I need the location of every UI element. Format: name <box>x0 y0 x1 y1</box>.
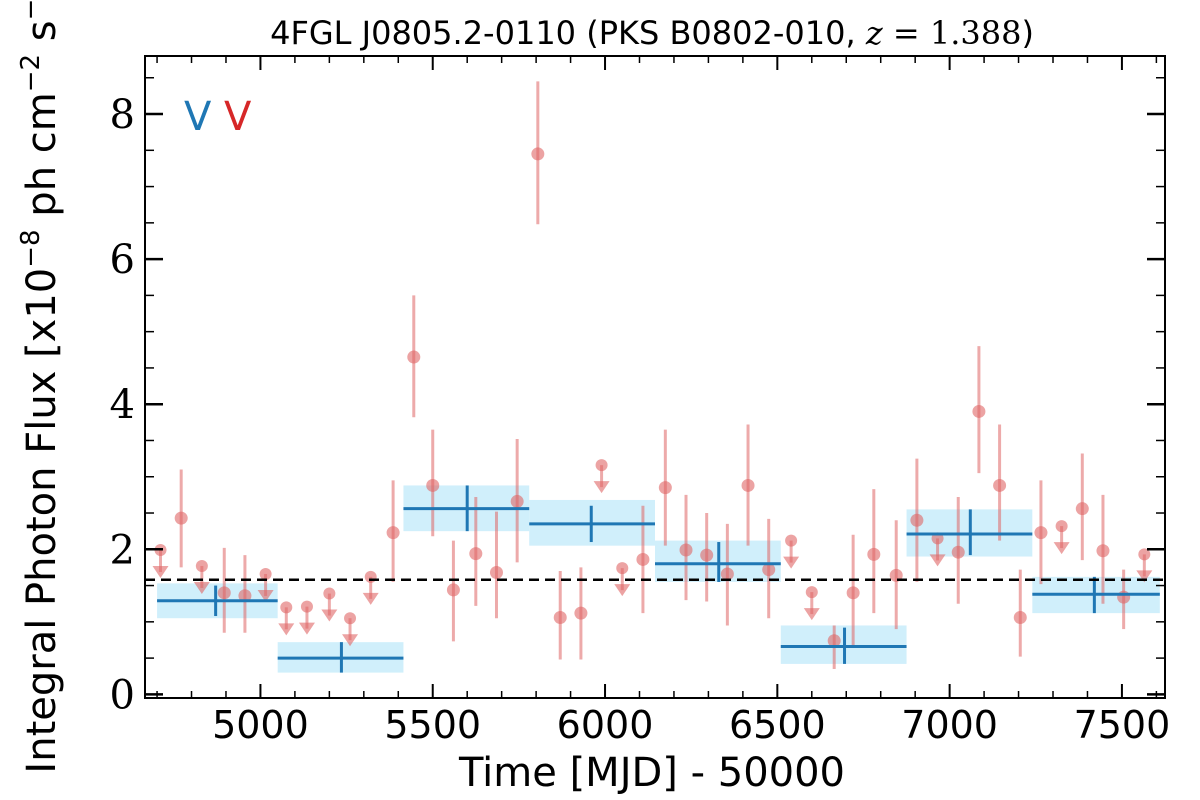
x-tick-label-2: 6000 <box>557 703 654 747</box>
chart-title: 4FGL J0805.2-0110 (PKS B0802-010, z = 1.… <box>270 14 1034 52</box>
x-tick-label-1: 5500 <box>384 703 481 747</box>
y-tick-label-1: 2 <box>110 527 135 573</box>
legend-marker-blue: V <box>184 94 212 140</box>
data-point-4 <box>407 350 421 364</box>
data-point-5 <box>426 478 440 492</box>
data-point-32 <box>1117 590 1131 604</box>
upper-limit-point-3 <box>280 601 293 614</box>
chart-title-suffix: ) <box>1021 14 1033 52</box>
upper-limit-arrow-14 <box>1136 570 1153 583</box>
data-point-17 <box>720 567 734 581</box>
legend-marker-red: V <box>224 94 252 140</box>
data-point-18 <box>741 478 755 492</box>
upper-limit-arrow-7 <box>362 592 379 605</box>
y-tick-label-3: 6 <box>110 237 135 283</box>
x-axis-label: Time [MJD] - 50000 <box>458 750 845 796</box>
upper-limit-arrow-0 <box>152 566 169 579</box>
data-point-21 <box>846 586 860 600</box>
chart-title-eq: = 1.388 <box>883 14 1022 52</box>
y-label-part3: s <box>19 20 65 54</box>
data-point-11 <box>553 610 567 624</box>
upper-limit-point-10 <box>785 534 798 547</box>
upper-limit-point-4 <box>300 600 313 613</box>
data-point-1 <box>217 586 231 600</box>
data-point-29 <box>1034 526 1048 540</box>
upper-limit-point-5 <box>323 587 336 600</box>
x-tick-label-3: 6500 <box>729 703 826 747</box>
upper-limit-arrow-1 <box>193 581 210 594</box>
y-tick-label-0: 0 <box>110 672 135 718</box>
data-point-13 <box>636 552 650 566</box>
data-point-19 <box>762 563 776 577</box>
data-point-7 <box>469 547 483 561</box>
upper-limit-point-13 <box>1055 520 1068 533</box>
data-point-22 <box>867 547 881 561</box>
data-point-10 <box>531 147 545 161</box>
y-label-exp1: −8 <box>16 229 46 267</box>
upper-limit-point-8 <box>595 459 608 472</box>
data-point-16 <box>700 548 714 562</box>
x-tick-label-0: 5000 <box>212 703 309 747</box>
x-tick-label-4: 7000 <box>901 703 998 747</box>
upper-limit-point-11 <box>805 586 818 599</box>
data-point-31 <box>1096 544 1110 558</box>
upper-limit-point-2 <box>259 567 272 580</box>
data-point-26 <box>972 404 986 418</box>
chart-title-var: z <box>865 14 884 52</box>
upper-limit-arrow-12 <box>929 554 946 567</box>
y-label-exp2: −2 <box>16 54 46 92</box>
upper-limit-arrow-4 <box>298 622 315 635</box>
data-point-6 <box>446 583 460 597</box>
data-point-25 <box>951 545 965 559</box>
upper-limit-arrow-8 <box>593 481 610 494</box>
upper-limit-point-6 <box>344 612 357 625</box>
upper-limit-arrow-13 <box>1053 542 1070 555</box>
data-point-27 <box>993 478 1007 492</box>
data-point-2 <box>238 589 252 603</box>
data-point-15 <box>679 543 693 557</box>
data-point-8 <box>489 566 503 580</box>
data-point-30 <box>1075 502 1089 516</box>
upper-limit-arrow-11 <box>803 608 820 621</box>
upper-limit-arrow-6 <box>342 634 359 647</box>
y-tick-label-4: 8 <box>110 92 135 138</box>
bin-markers <box>157 485 1160 673</box>
y-label-part1: Integral Photon Flux [x10 <box>19 268 65 774</box>
upper-limit-arrow-5 <box>321 609 338 622</box>
upper-limit-arrow-3 <box>278 623 295 636</box>
upper-limit-arrow-2 <box>257 589 274 602</box>
data-point-14 <box>658 481 672 495</box>
upper-limit-point-14 <box>1138 548 1151 561</box>
data-point-3 <box>386 526 400 540</box>
data-point-9 <box>510 494 524 508</box>
data-point-12 <box>574 606 588 620</box>
upper-limit-arrow-9 <box>614 584 631 597</box>
upper-limit-point-1 <box>195 559 208 572</box>
y-tick-label-2: 4 <box>110 382 135 428</box>
data-point-20 <box>827 634 841 648</box>
y-axis-label: Integral Photon Flux [x10−8 ph cm−2 s−1] <box>16 0 65 774</box>
x-tick-label-5: 7500 <box>1074 703 1171 747</box>
data-point-24 <box>910 513 924 527</box>
data-point-28 <box>1013 610 1027 624</box>
upper-limit-point-9 <box>616 562 629 575</box>
y-label-part2: ph cm <box>19 92 65 229</box>
upper-limit-point-7 <box>364 570 377 583</box>
plot-frame <box>144 55 1166 699</box>
upper-limit-arrow-10 <box>783 556 800 569</box>
y-label-exp3: −1 <box>16 0 46 20</box>
chart-title-prefix: 4FGL J0805.2-0110 (PKS B0802-010, <box>270 14 866 52</box>
data-point-0 <box>174 511 188 525</box>
axes: 5000 5500 6000 6500 7000 7500 0 2 4 6 8 <box>110 55 1171 747</box>
